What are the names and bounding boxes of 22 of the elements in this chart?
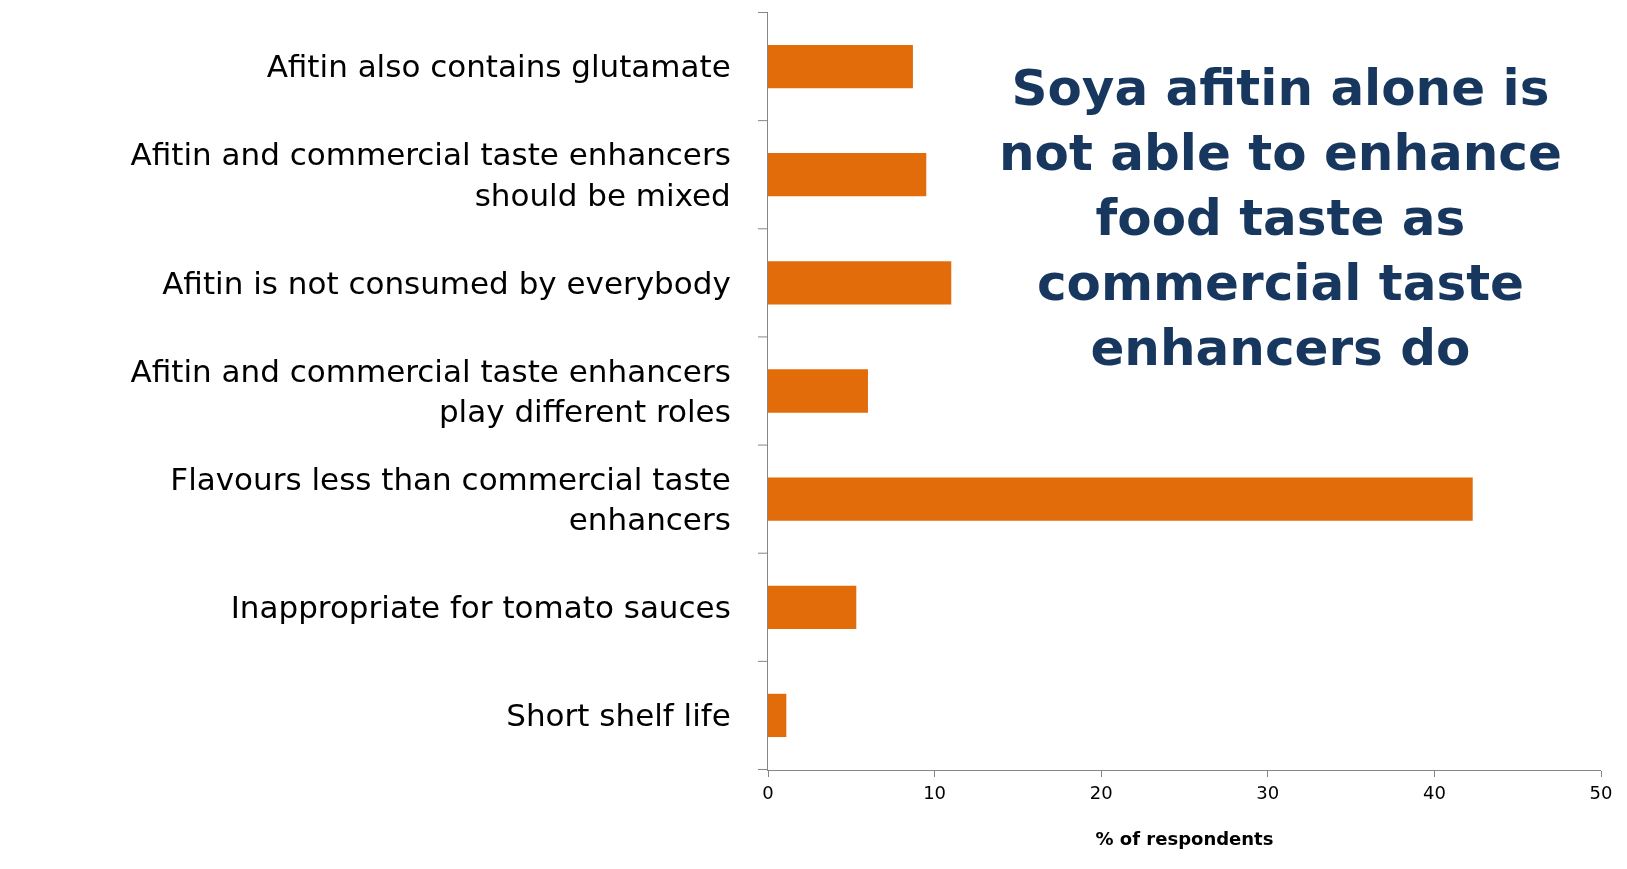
y-tick-label: Short shelf life <box>506 697 731 734</box>
bar <box>768 369 868 413</box>
text: Soya afitin alone is not able to enhance food taste as commercial taste enhancers do <box>999 59 1562 377</box>
bar <box>768 261 952 305</box>
bar <box>768 585 857 629</box>
x-tick-label: 20 <box>1089 781 1113 803</box>
x-tick-label: 30 <box>1256 781 1280 803</box>
y-tick-label: Inappropriate for tomato sauces <box>230 589 731 626</box>
x-tick-label: 40 <box>1422 781 1446 803</box>
y-tick-label: Flavours less than commercial taste enhancers <box>170 460 731 538</box>
bar <box>768 477 1473 521</box>
x-tick-label: 50 <box>1589 781 1613 803</box>
y-tick-label: Afitin also contains glutamate <box>266 48 731 85</box>
x-tick-label: 10 <box>923 781 947 803</box>
y-tick-label: Afitin and commercial taste enhancers play different roles <box>130 352 731 429</box>
bar <box>768 153 927 197</box>
x-tick-label: 0 <box>762 781 774 803</box>
y-tick-label: Afitin is not consumed by everybody <box>162 264 731 301</box>
bar <box>768 44 913 89</box>
x-axis-title: % of respondents <box>1095 827 1274 849</box>
bar <box>768 693 787 738</box>
y-tick-label: Afitin and commercial taste enhancers should be mixed <box>130 136 731 213</box>
